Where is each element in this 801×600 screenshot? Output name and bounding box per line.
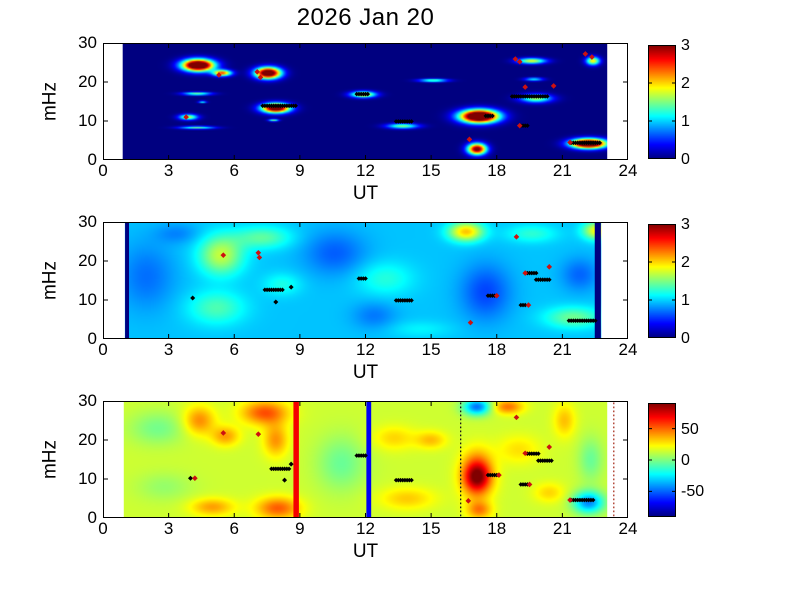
colorbar-tick-label: 2 <box>681 254 690 271</box>
x-tick-label: 12 <box>356 161 375 180</box>
colorbar-tick-label: 0 <box>681 452 690 469</box>
x-tick-label: 9 <box>295 519 305 538</box>
y-tick-label: 10 <box>78 111 97 130</box>
x-tick-label: 6 <box>229 161 239 180</box>
colorbar-canvas-top <box>648 45 676 159</box>
y-tick-label: 0 <box>87 329 97 348</box>
x-tick-label: 15 <box>421 340 441 359</box>
heatmap-canvas-top <box>103 43 628 160</box>
y-tick-label: 30 <box>78 212 97 231</box>
x-tick-label: 0 <box>98 519 108 538</box>
x-tick-label: 24 <box>618 161 638 180</box>
y-axis-label: mHz <box>39 81 60 122</box>
colorbar-tick-label: 1 <box>681 292 690 309</box>
x-tick-label: 21 <box>552 519 572 538</box>
y-axis-label: mHz <box>39 260 60 301</box>
y-tick-label: 10 <box>78 469 97 488</box>
heatmap-canvas-bottom <box>103 401 628 518</box>
y-tick-label: 20 <box>78 251 97 270</box>
y-tick-label: 20 <box>78 430 97 449</box>
y-tick-label: 0 <box>87 508 97 527</box>
x-tick-label: 24 <box>618 340 638 359</box>
x-tick-label: 12 <box>356 340 375 359</box>
x-tick-label: 21 <box>552 161 572 180</box>
x-tick-label: 3 <box>163 340 174 359</box>
x-tick-label: 18 <box>487 519 507 538</box>
x-tick-label: 18 <box>487 161 507 180</box>
chart-title: 2026 Jan 20 <box>296 4 435 31</box>
x-tick-label: 15 <box>421 519 441 538</box>
y-axis-label: mHz <box>39 439 60 480</box>
y-tick-label: 30 <box>78 391 97 410</box>
spectrogram-panel-middle: mHz UT 0 3 6 9 12 15 18 21 24 0 10 20 30 0 1 2 3 <box>0 213 801 401</box>
x-tick-label: 6 <box>229 340 239 359</box>
x-tick-label: 3 <box>163 161 174 180</box>
spectrogram-panel-top: mHz UT 0 3 6 9 12 15 18 21 24 0 10 20 30 0 1 2 3 <box>0 34 801 222</box>
y-tick-label: 30 <box>78 33 97 52</box>
spectrogram-panel-bottom: mHz UT 0 3 6 9 12 15 18 21 24 0 10 20 30 -50 0 50 <box>0 392 801 580</box>
x-axis-label: UT <box>352 362 379 383</box>
colorbar-tick-label: 2 <box>681 75 690 92</box>
x-tick-label: 0 <box>98 161 108 180</box>
colorbar-tick-label: 50 <box>681 420 699 438</box>
colorbar-tick-label: 0 <box>681 330 690 347</box>
x-axis-label: UT <box>352 541 379 562</box>
heatmap-canvas-middle <box>103 222 628 339</box>
x-tick-label: 6 <box>229 519 239 538</box>
colorbar-tick-label: -50 <box>681 483 705 501</box>
x-tick-label: 15 <box>421 161 441 180</box>
x-tick-label: 9 <box>295 340 305 359</box>
x-tick-label: 24 <box>618 519 638 538</box>
y-tick-label: 20 <box>78 72 97 91</box>
x-tick-label: 18 <box>487 340 507 359</box>
x-tick-label: 9 <box>295 161 305 180</box>
y-tick-label: 10 <box>78 290 97 309</box>
colorbar-tick-label: 0 <box>681 151 690 168</box>
x-tick-label: 21 <box>552 340 572 359</box>
colorbar-canvas-bottom <box>648 403 676 517</box>
colorbar-tick-label: 3 <box>681 37 690 54</box>
colorbar-tick-label: 3 <box>681 216 690 233</box>
colorbar-tick-label: 1 <box>681 113 690 130</box>
y-tick-label: 0 <box>87 150 97 169</box>
colorbar-canvas-middle <box>648 224 676 338</box>
x-axis-label: UT <box>352 183 379 204</box>
x-tick-label: 12 <box>356 519 375 538</box>
x-tick-label: 0 <box>98 340 108 359</box>
x-tick-label: 3 <box>163 519 174 538</box>
